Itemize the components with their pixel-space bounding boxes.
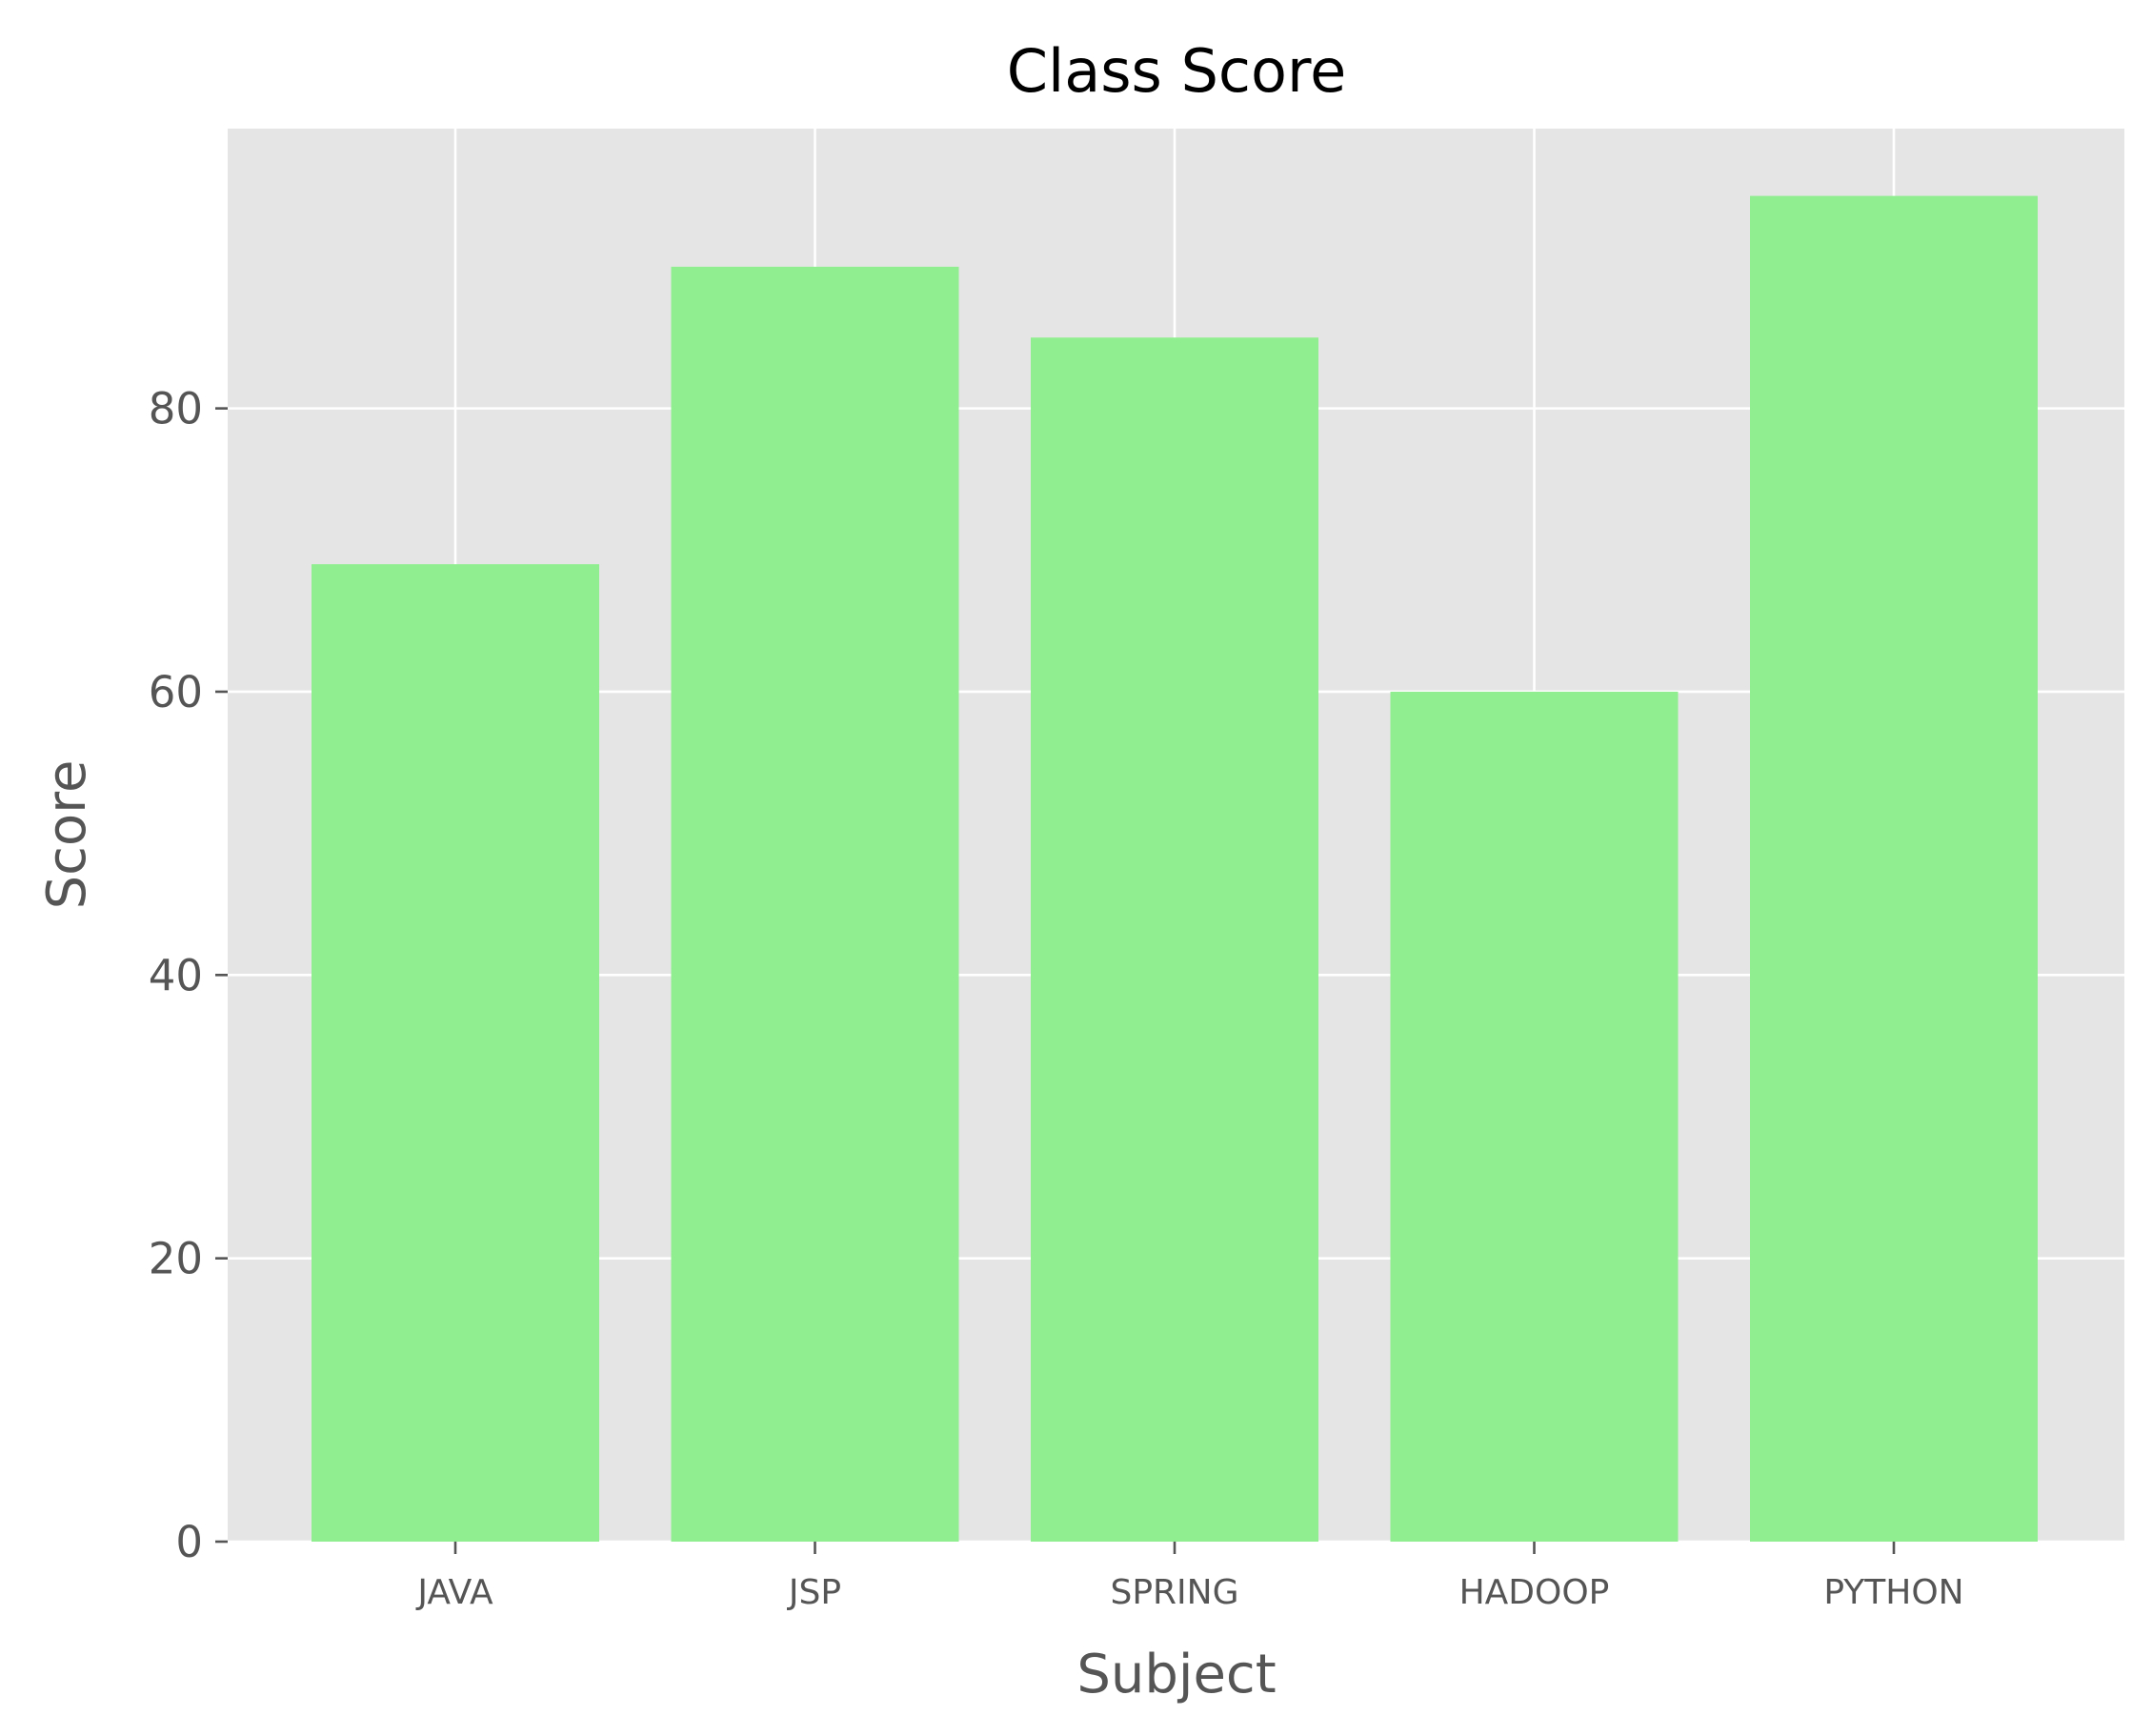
x-tick-label: JAVA <box>415 1573 493 1612</box>
bar-hadoop <box>1390 691 1679 1542</box>
tick-marks <box>215 407 1896 1554</box>
y-tick-labels: 0 20 40 60 80 <box>149 384 203 1567</box>
y-tick-label: 20 <box>149 1234 203 1284</box>
y-tick-label: 80 <box>149 384 203 434</box>
bars <box>312 195 2038 1543</box>
bar-java <box>312 564 599 1542</box>
x-tick-label: HADOOP <box>1459 1573 1610 1612</box>
y-tick-label: 0 <box>175 1517 203 1567</box>
chart-title: Class Score <box>1007 36 1346 106</box>
bar-python <box>1750 195 2038 1543</box>
bar-spring <box>1031 337 1318 1542</box>
x-axis-label: Subject <box>1076 1644 1276 1706</box>
x-tick-label: PYTHON <box>1823 1573 1963 1612</box>
x-tick-labels: JAVA JSP SPRING HADOOP PYTHON <box>415 1573 1963 1612</box>
x-tick-label: SPRING <box>1110 1573 1238 1612</box>
y-axis-label: Score <box>36 760 98 910</box>
bar-jsp <box>671 266 959 1543</box>
y-tick-label: 40 <box>149 950 203 1000</box>
y-tick-label: 60 <box>149 667 203 717</box>
x-tick-label: JSP <box>787 1573 841 1612</box>
